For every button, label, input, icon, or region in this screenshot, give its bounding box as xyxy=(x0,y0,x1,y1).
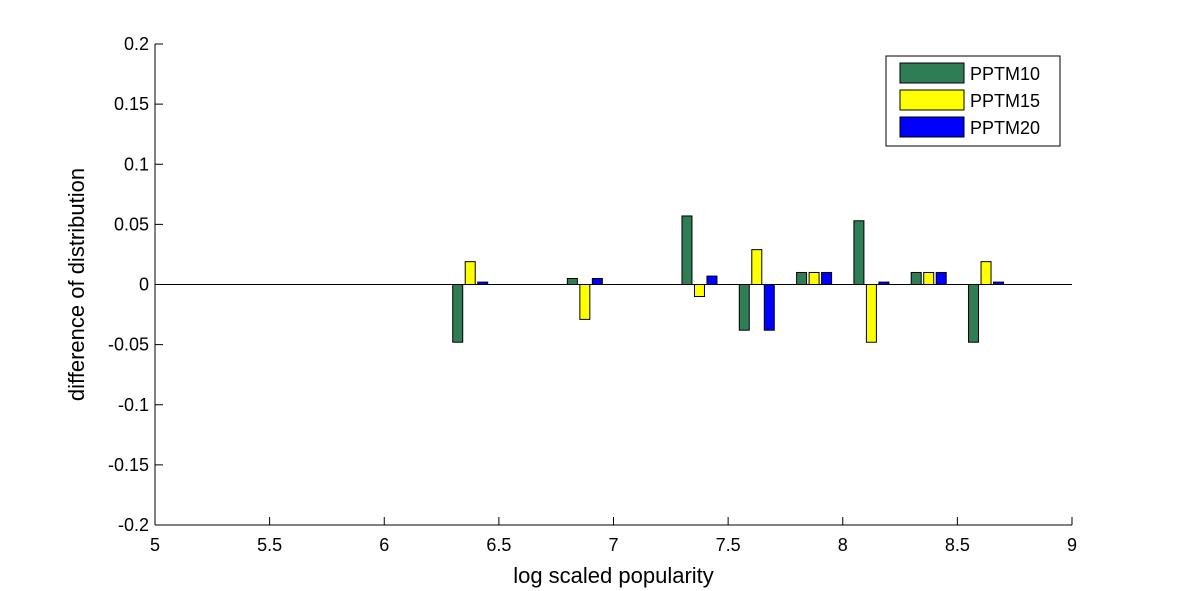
bar-pptm20-4 xyxy=(821,271,833,286)
bar-pptm15-0 xyxy=(464,261,476,285)
x-tick-label: 5 xyxy=(150,535,160,555)
legend-swatch-pptm20 xyxy=(899,116,965,138)
bar-pptm10-7 xyxy=(968,284,980,343)
bar-pptm20-6 xyxy=(935,271,947,286)
axes-layer: 5 5.5 6 6.5 7 7.5 8 8.5 9 0.2 0.15 0.1 0.05 0 -0.05 -0.… xyxy=(108,34,1077,555)
legend-swatch-pptm15 xyxy=(899,89,965,111)
bar-pptm10-6 xyxy=(910,271,922,286)
x-tick-label: 7 xyxy=(608,535,618,555)
y-tick-label: -0.2 xyxy=(118,515,149,535)
x-tick-label: 6.5 xyxy=(486,535,511,555)
bar-pptm15-7 xyxy=(980,261,992,285)
legend: PPTM10 PPTM15 PPTM20 xyxy=(885,55,1061,147)
bar-pptm10-3 xyxy=(738,284,750,331)
y-axis-label: difference of distribution xyxy=(64,168,89,401)
bar-pptm15-2 xyxy=(693,284,705,298)
bar-pptm15-4 xyxy=(808,271,820,286)
bars-layer xyxy=(452,215,1005,343)
legend-label-pptm15: PPTM15 xyxy=(970,91,1040,111)
legend-label-pptm10: PPTM10 xyxy=(970,64,1040,84)
x-tick-label: 7.5 xyxy=(716,535,741,555)
bar-pptm20-2 xyxy=(706,275,718,285)
bar-pptm10-2 xyxy=(681,215,693,286)
y-tick-label: 0.1 xyxy=(124,154,149,174)
bar-pptm20-1 xyxy=(591,277,603,285)
bar-pptm15-5 xyxy=(865,284,877,343)
bar-pptm10-4 xyxy=(796,271,808,286)
y-tick-label: -0.05 xyxy=(108,335,149,355)
bar-pptm10-0 xyxy=(452,284,464,343)
x-tick-label: 8.5 xyxy=(945,535,970,555)
bar-pptm15-3 xyxy=(751,249,763,286)
bar-pptm10-1 xyxy=(566,277,578,285)
x-tick-label: 6 xyxy=(379,535,389,555)
legend-swatch-pptm10 xyxy=(899,62,965,84)
bar-pptm20-3 xyxy=(763,284,775,331)
y-tick-label: 0.05 xyxy=(114,214,149,234)
y-tick-label: 0.15 xyxy=(114,94,149,114)
x-axis-label: log scaled popularity xyxy=(513,563,714,588)
y-tick-label: 0 xyxy=(139,275,149,295)
x-tick-label: 9 xyxy=(1067,535,1077,555)
x-tick-label: 8 xyxy=(838,535,848,555)
legend-label-pptm20: PPTM20 xyxy=(970,118,1040,138)
y-tick-label: -0.1 xyxy=(118,395,149,415)
y-tick-label: -0.15 xyxy=(108,455,149,475)
bar-pptm10-5 xyxy=(853,220,865,285)
x-tick-label: 5.5 xyxy=(257,535,282,555)
bar-pptm15-1 xyxy=(579,284,591,320)
y-tick-label: 0.2 xyxy=(124,34,149,54)
bar-pptm15-6 xyxy=(923,271,935,286)
